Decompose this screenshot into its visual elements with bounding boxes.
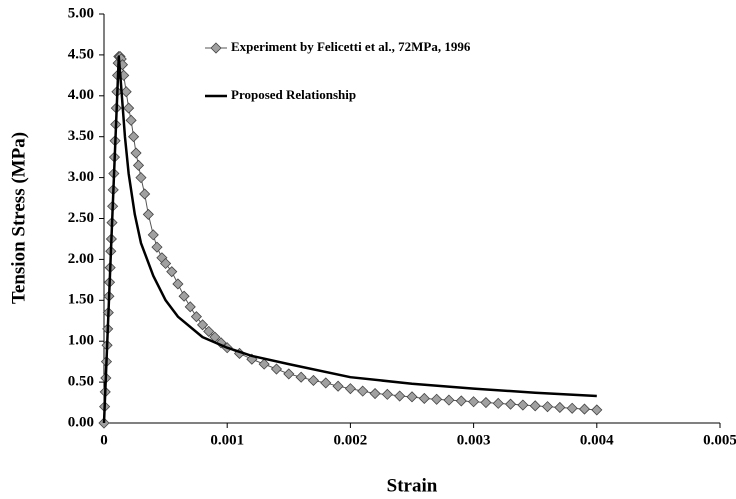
data-point [554,401,566,414]
y-tick-label: 0.50 [68,374,94,390]
legend-label: Experiment by Felicetti et al., 72MPa, 1… [231,39,471,54]
x-tick-label: 0.005 [703,432,736,448]
data-point [517,399,529,411]
y-tick-label: 1.50 [68,292,94,308]
data-point [418,392,430,405]
data-point [344,383,356,395]
data-point [139,188,151,200]
y-tick-label: 2.50 [68,210,94,226]
data-point [196,319,209,331]
data-point [492,397,504,409]
data-point [406,391,418,403]
y-tick-label: 4.00 [68,87,94,103]
data-point [258,358,270,370]
data-point [369,387,381,400]
data-point [147,229,159,241]
data-point [130,147,142,159]
data-point [283,368,295,380]
data-point [295,371,307,383]
series-line [103,56,597,424]
data-point [591,404,603,416]
data-point [166,266,178,278]
data-point [142,208,154,220]
data-point [394,390,406,402]
data-point [151,241,163,253]
data-point [381,388,393,400]
series-line [102,55,597,424]
x-tick-label: 0.002 [334,432,368,448]
legend-label: Proposed Relationship [231,87,356,102]
data-point [480,396,492,409]
data-point [125,114,137,126]
y-tick-label: 1.00 [68,333,94,349]
data-point [270,363,283,375]
data-point [307,374,320,387]
data-point [566,402,578,414]
data-point [332,380,344,392]
data-point [190,311,202,323]
x-tick-label: 0.004 [580,432,614,448]
data-point [178,290,190,302]
data-point [357,385,369,397]
data-point [443,394,455,406]
y-tick-label: 3.00 [68,169,94,185]
data-point [184,301,196,313]
data-point [320,377,332,389]
data-point [123,102,135,114]
data-point [120,86,132,98]
y-axis-title: Tension Stress (MPa) [8,132,29,304]
data-point [541,401,554,413]
x-tick-label: 0 [100,432,108,448]
y-tick-label: 4.50 [68,46,94,62]
data-point [455,395,467,407]
data-point [431,393,443,405]
y-tick-label: 0.00 [68,414,94,430]
data-point [132,159,145,171]
data-point [172,278,184,290]
y-tick-label: 2.00 [68,251,94,267]
data-point [468,396,480,408]
data-point [128,131,140,143]
y-tick-label: 3.50 [68,128,94,144]
data-point [203,325,215,337]
data-point [529,400,541,412]
x-axis-title: Strain [387,475,438,496]
y-tick-label: 5.00 [68,5,94,21]
legend-marker [210,42,222,54]
data-point [578,403,591,415]
data-point [160,257,172,270]
x-tick-label: 0.001 [210,432,244,448]
data-point [135,172,147,184]
x-tick-label: 0.003 [457,432,491,448]
data-point [504,398,517,410]
